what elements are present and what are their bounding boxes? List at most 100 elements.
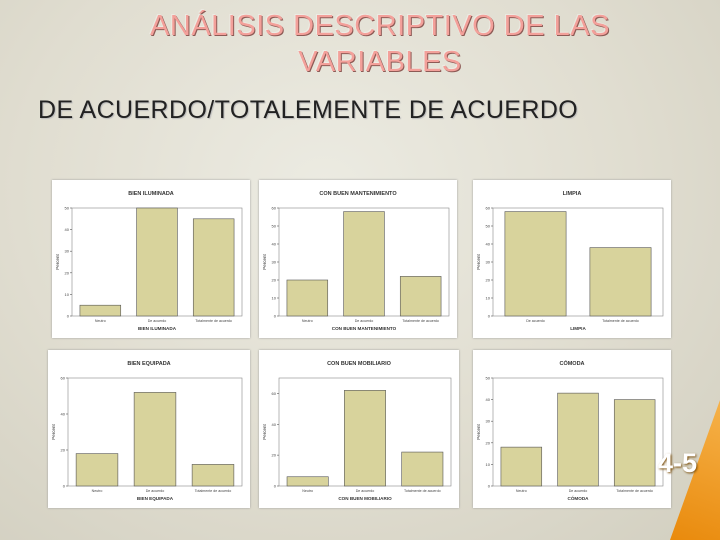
y-tick-label: 20 xyxy=(272,278,277,283)
y-axis-label: Percent xyxy=(262,253,267,269)
chart-title: BIEN EQUIPADA xyxy=(127,361,170,367)
bar xyxy=(504,211,567,317)
bar xyxy=(613,399,656,487)
y-tick-label: 30 xyxy=(272,260,277,265)
y-tick-label: 40 xyxy=(486,397,491,402)
bar xyxy=(401,451,444,487)
x-tick-label: Totalmente de acuerdo xyxy=(195,489,232,493)
chart-panel-limpia: LIMPIA 0 10 20 30 40 50 60 Percent De acuerdo Tota… xyxy=(473,180,671,338)
slide-title-line-1: ANÁLISIS DESCRIPTIVO DE LAS xyxy=(150,10,610,42)
y-tick-label: 60 xyxy=(61,376,66,381)
x-tick-label: De acuerdo xyxy=(356,489,375,493)
y-tick-label: 10 xyxy=(65,292,70,297)
bar xyxy=(286,279,329,317)
y-tick-label: 0 xyxy=(63,484,66,489)
bar xyxy=(399,276,442,317)
bar xyxy=(344,390,386,487)
y-tick-label: 30 xyxy=(486,260,491,265)
y-tick-label: 10 xyxy=(272,296,277,301)
bar xyxy=(589,247,652,317)
bar xyxy=(343,211,385,317)
x-axis-label: CON BUEN MANTENIMIENTO xyxy=(332,326,397,331)
chart-svg: BIEN ILUMINADA 0 10 20 30 40 50 Percent Neutro De… xyxy=(55,191,243,331)
x-axis-label: LIMPIA xyxy=(570,326,586,331)
y-tick-label: 20 xyxy=(61,448,66,453)
chart-svg: CON BUEN MANTENIMIENTO 0 10 20 30 40 50 60 Perce… xyxy=(262,191,450,331)
y-tick-label: 60 xyxy=(272,391,277,396)
x-tick-label: Neutro xyxy=(516,489,527,493)
x-tick-label: Totalmente de acuerdo xyxy=(402,319,439,323)
x-tick-label: Totalmente de acuerdo xyxy=(195,319,232,323)
chart-title: CÓMODA xyxy=(559,359,584,367)
chart-panel-comoda: CÓMODA 0 10 20 30 40 50 Percent Neutro De acuerdo… xyxy=(473,350,671,508)
x-tick-label: Totalmente de acuerdo xyxy=(404,489,441,493)
y-axis-label: Percent xyxy=(55,253,60,269)
y-tick-label: 10 xyxy=(486,296,491,301)
x-tick-label: Totalmente de acuerdo xyxy=(602,319,639,323)
bar xyxy=(500,446,543,487)
x-tick-label: De acuerdo xyxy=(526,319,545,323)
y-axis-label: Percent xyxy=(476,253,481,269)
chart-panel-bien-iluminada: BIEN ILUMINADA 0 10 20 30 40 50 Percent Neutro De… xyxy=(52,180,250,338)
y-tick-label: 40 xyxy=(65,227,70,232)
y-tick-label: 40 xyxy=(61,412,66,417)
y-tick-label: 50 xyxy=(486,376,491,381)
y-tick-label: 0 xyxy=(67,314,70,319)
x-axis-label: CON BUEN MOBILIARIO xyxy=(338,496,392,501)
y-tick-label: 10 xyxy=(486,462,491,467)
y-tick-label: 30 xyxy=(65,249,70,254)
y-tick-label: 40 xyxy=(272,242,277,247)
y-tick-label: 20 xyxy=(65,270,70,275)
x-tick-label: Neutro xyxy=(302,319,313,323)
x-tick-label: De acuerdo xyxy=(146,489,165,493)
y-tick-label: 30 xyxy=(486,419,491,424)
chart-title: CON BUEN MANTENIMIENTO xyxy=(319,191,397,197)
chart-svg: CÓMODA 0 10 20 30 40 50 Percent Neutro De acuerdo… xyxy=(476,359,664,501)
y-tick-label: 40 xyxy=(272,422,277,427)
bar xyxy=(136,207,178,317)
chart-panel-bien-equipada: BIEN EQUIPADA 0 20 40 60 Percent Neutro De acue… xyxy=(48,350,250,508)
y-tick-label: 40 xyxy=(486,242,491,247)
chart-svg: BIEN EQUIPADA 0 20 40 60 Percent Neutro De acue… xyxy=(51,361,243,501)
y-tick-label: 50 xyxy=(65,206,70,211)
bar xyxy=(133,392,177,487)
x-tick-label: De acuerdo xyxy=(148,319,167,323)
x-tick-label: Totalmente de acuerdo xyxy=(616,489,653,493)
x-tick-label: Neutro xyxy=(302,489,313,493)
slide-title-line-2: VARIABLES xyxy=(298,46,462,78)
bar xyxy=(286,476,329,487)
x-tick-label: De acuerdo xyxy=(569,489,588,493)
y-tick-label: 20 xyxy=(486,278,491,283)
chart-svg: CON BUEN MOBILIARIO 0 20 40 60 Percent Neutro D… xyxy=(262,361,452,501)
bar xyxy=(557,392,599,487)
x-tick-label: Neutro xyxy=(92,489,103,493)
y-tick-label: 50 xyxy=(272,224,277,229)
y-tick-label: 0 xyxy=(488,484,491,489)
x-tick-label: Neutro xyxy=(95,319,106,323)
y-tick-label: 60 xyxy=(486,206,491,211)
y-tick-label: 0 xyxy=(488,314,491,319)
bar xyxy=(79,304,122,317)
y-axis-label: Percent xyxy=(51,423,56,439)
x-axis-label: BIEN ILUMINADA xyxy=(138,326,177,331)
bar xyxy=(75,453,119,487)
y-tick-label: 20 xyxy=(272,453,277,458)
chart-svg: LIMPIA 0 10 20 30 40 50 60 Percent De acuerdo Tota… xyxy=(476,191,664,331)
y-tick-label: 0 xyxy=(274,484,277,489)
y-tick-label: 0 xyxy=(274,314,277,319)
chart-title: CON BUEN MOBILIARIO xyxy=(327,361,392,367)
chart-panel-con-buen-mobiliario: CON BUEN MOBILIARIO 0 20 40 60 Percent Neutro D… xyxy=(259,350,459,508)
y-axis-label: Percent xyxy=(262,423,267,439)
page-number: 4-5 xyxy=(658,448,698,478)
bar xyxy=(192,218,235,317)
x-tick-label: De acuerdo xyxy=(355,319,374,323)
chart-panel-con-buen-mantenimiento: CON BUEN MANTENIMIENTO 0 10 20 30 40 50 60 Perce… xyxy=(259,180,457,338)
y-axis-label: Percent xyxy=(476,423,481,439)
y-tick-label: 60 xyxy=(272,206,277,211)
y-tick-label: 50 xyxy=(486,224,491,229)
bar xyxy=(191,464,235,487)
slide-subtitle: DE ACUERDO/TOTALEMENTE DE ACUERDO xyxy=(38,96,579,124)
x-axis-label: CÓMODA xyxy=(568,494,590,501)
x-axis-label: BIEN EQUIPADA xyxy=(137,496,174,501)
y-tick-label: 20 xyxy=(486,440,491,445)
